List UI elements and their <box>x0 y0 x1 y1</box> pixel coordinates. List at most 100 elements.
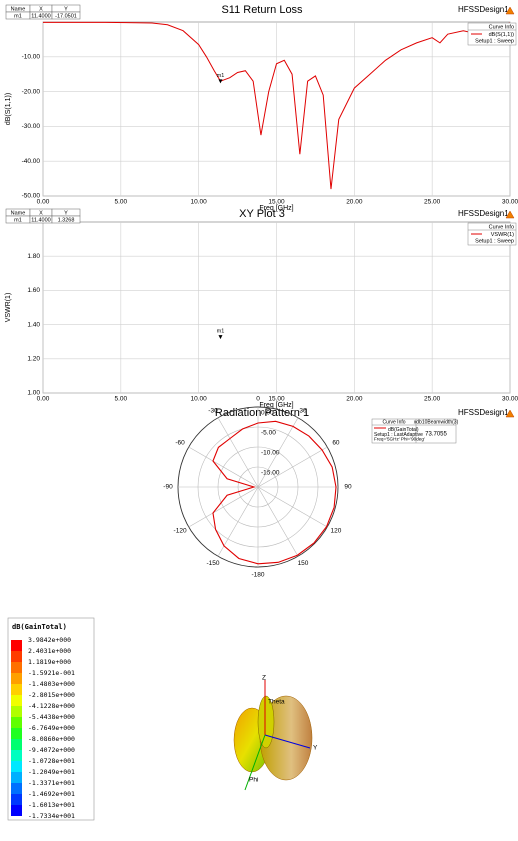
y-tick-label: -40.00 <box>22 158 41 165</box>
legend-setup: Setup1 : Sweep <box>475 38 514 44</box>
colorbar-label: -1.6013e+001 <box>28 801 75 809</box>
table-text: Name <box>11 210 26 216</box>
theta-tick-label: -150 <box>206 560 219 567</box>
grid-spoke <box>258 487 327 527</box>
x-tick-label: 10.00 <box>191 396 208 403</box>
y-tick-label: -30.00 <box>22 123 41 130</box>
colorbar-label: -1.4692e+001 <box>28 790 75 798</box>
y-tick-label: 1.80 <box>27 253 40 260</box>
colorbar-swatch <box>11 651 22 662</box>
theta-tick-label: -120 <box>174 528 187 535</box>
colorbar-label: 2.4031e+000 <box>28 647 71 655</box>
grid-spoke <box>189 447 258 487</box>
theta-tick-label: -90 <box>163 484 173 491</box>
colorbar-label: -1.4803e+000 <box>28 680 75 688</box>
table-text: X <box>39 6 43 12</box>
colorbar-swatch <box>11 772 22 783</box>
colorbar-label: 1.1819e+000 <box>28 658 71 666</box>
page: {"chart_data":[ {"type":"line","title":"… <box>0 0 518 841</box>
colorbar-title: dB(GainTotal) <box>12 623 67 631</box>
legend-title: Curve Info <box>489 224 514 230</box>
axis-3d-label: Y <box>313 745 318 752</box>
legend-title: Curve Info <box>382 420 405 426</box>
colorbar-label: -1.2049e+001 <box>28 768 75 776</box>
colorbar-label: -1.7334e+001 <box>28 812 75 820</box>
colorbar-swatch <box>11 728 22 739</box>
r-tick-label: -10.00 <box>261 450 280 457</box>
table-text: Name <box>11 6 26 12</box>
axis-3d-label: Theta <box>268 699 285 706</box>
colorbar-swatch <box>11 739 22 750</box>
theta-tick-label: 0 <box>256 396 260 403</box>
colorbar-label: -1.5921e-001 <box>28 669 75 677</box>
table-text: 11.4000 <box>31 13 50 19</box>
theta-tick-label: 30 <box>299 408 307 415</box>
colorbar-label: -1.3371e+001 <box>28 779 75 787</box>
colorbar-swatch <box>11 805 22 816</box>
colorbar-swatch <box>11 706 22 717</box>
x-tick-label: 5.00 <box>115 396 128 403</box>
x-tick-label: 10.00 <box>191 199 208 206</box>
colorbar-swatch <box>11 684 22 695</box>
x-tick-label: 20.00 <box>346 396 363 403</box>
axis-3d-label: Phi <box>249 777 258 784</box>
colorbar-label: -1.0728e+001 <box>28 757 75 765</box>
table-text: m1 <box>14 217 22 223</box>
marker-label: m1 <box>217 329 225 335</box>
colorbar-swatch <box>11 794 22 805</box>
y-tick-label: 1.20 <box>27 356 40 363</box>
colorbar-swatch <box>11 717 22 728</box>
legend-condition: Freq='5GHz' Phi='90deg' <box>374 437 425 442</box>
colorbar-swatch <box>11 750 22 761</box>
colorbar-label: -8.0860e+000 <box>28 735 75 743</box>
measure-value: 73.7055 <box>425 432 447 438</box>
x-tick-label: 30.00 <box>502 199 518 206</box>
table-text: 11.4000 <box>31 217 50 223</box>
colorbar-label: -5.4438e+000 <box>28 713 75 721</box>
theta-tick-label: 90 <box>344 484 352 491</box>
r-tick-label: 0.00 <box>261 410 274 417</box>
y-tick-label: 1.60 <box>27 287 40 294</box>
table-text: X <box>39 210 43 216</box>
colorbar-label: 3.9842e+000 <box>28 636 71 644</box>
x-tick-label: 0.00 <box>37 199 50 206</box>
table-text: Y <box>64 6 68 12</box>
legend-entry: dB(S(1,1)) <box>489 32 515 38</box>
theta-tick-label: -60 <box>175 440 185 447</box>
grid-spoke <box>258 487 298 556</box>
colorbar-swatch <box>11 662 22 673</box>
colorbar-label: -2.8015e+000 <box>28 691 75 699</box>
table-text: m1 <box>14 13 22 19</box>
figure: S11 Return LossHFSSDesign1-50.00-40.00-3… <box>0 0 518 841</box>
x-tick-label: 5.00 <box>115 199 128 206</box>
r-tick-label: -5.00 <box>261 430 276 437</box>
x-tick-label: 25.00 <box>424 199 441 206</box>
y-tick-label: -20.00 <box>22 88 41 95</box>
x-tick-label: 20.00 <box>346 199 363 206</box>
colorbar-swatch <box>11 695 22 706</box>
colorbar-label: -4.1228e+000 <box>28 702 75 710</box>
colorbar-label: -6.7649e+000 <box>28 724 75 732</box>
theta-tick-label: 150 <box>298 560 309 567</box>
legend-title: Curve Info <box>489 24 514 30</box>
theta-tick-label: -30 <box>208 408 218 415</box>
colorbar-swatch <box>11 761 22 772</box>
measure-header: xdb10Beamwidth(3) <box>414 420 459 426</box>
design-label: HFSSDesign1 <box>458 209 509 218</box>
chart-title: S11 Return Loss <box>221 4 303 16</box>
theta-tick-label: -180 <box>251 572 264 579</box>
design-label: HFSSDesign1 <box>458 408 509 417</box>
x-tick-label: 0.00 <box>37 396 50 403</box>
x-tick-label: 25.00 <box>424 396 441 403</box>
y-tick-label: -10.00 <box>22 54 41 61</box>
chart-title: XY Plot 3 <box>239 208 285 220</box>
y-axis-label: VSWR(1) <box>5 293 12 323</box>
table-text: -17.0501 <box>55 13 77 19</box>
y-axis-label: dB(S(1,1)) <box>5 93 12 125</box>
theta-tick-label: 120 <box>331 528 342 535</box>
table-text: 1.3268 <box>58 217 75 223</box>
legend-entry: VSWR(1) <box>491 232 514 238</box>
axis-3d-label: Z <box>262 675 266 682</box>
x-tick-label: 30.00 <box>502 396 518 403</box>
colorbar-swatch <box>11 640 22 651</box>
